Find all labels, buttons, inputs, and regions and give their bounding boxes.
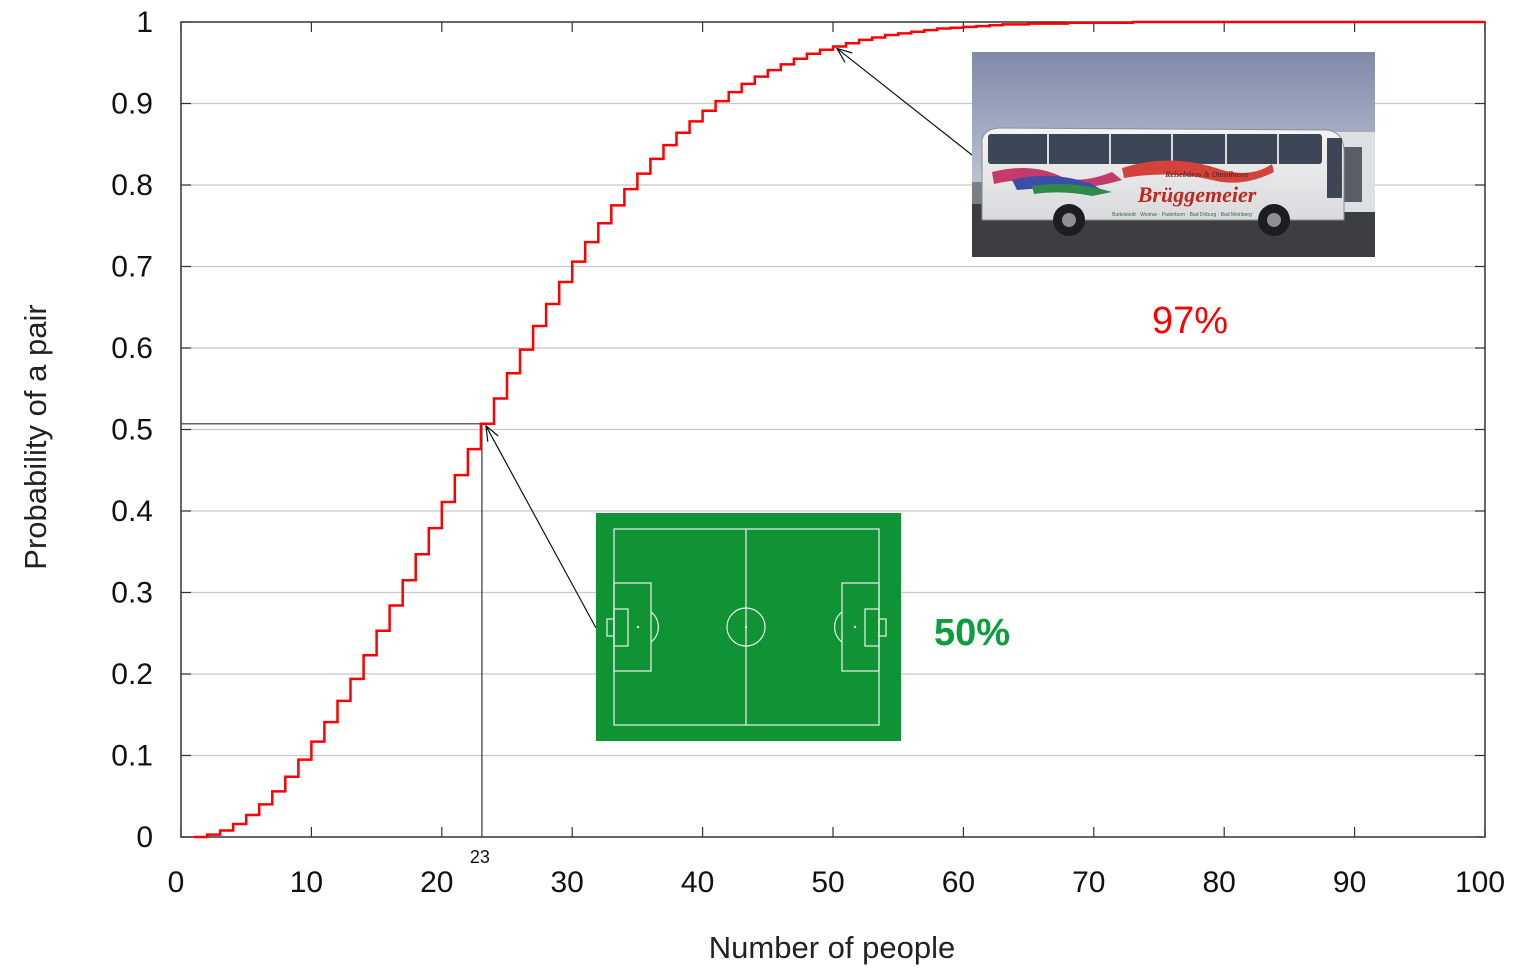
x-tick-label: 80 <box>1203 866 1236 899</box>
x-tick-label: 30 <box>551 866 584 899</box>
x-tick-label: 50 <box>811 866 844 899</box>
y-tick-label: 0.1 <box>111 740 153 773</box>
y-tick-label: 0.4 <box>111 495 153 528</box>
y-axis-title: Probability of a pair <box>18 304 53 569</box>
probability-step-curve <box>194 20 1485 839</box>
annotation-arrows <box>485 47 973 629</box>
x-tick-label: 20 <box>420 866 453 899</box>
x-tick-label: 10 <box>290 866 323 899</box>
marker-guides <box>181 423 483 837</box>
x-tick-label: 70 <box>1072 866 1105 899</box>
y-tick-label: 0.6 <box>111 332 153 365</box>
annotation-label-50-percent: 50% <box>934 612 1010 654</box>
y-tick-label: 0.7 <box>111 251 153 284</box>
y-tick-label: 1 <box>136 6 153 39</box>
bus-photo-image: Brüggemeier Reisebüros & Omnibusse Butte… <box>972 52 1375 257</box>
x-tick-label: 0 <box>168 866 185 899</box>
bus-brand-bottom: Buttelstedt · Weimar · Paderborn · Bad D… <box>1112 212 1252 218</box>
annotation-label-97-percent: 97% <box>1152 300 1228 342</box>
bus-brand-name: Brüggemeier <box>1137 182 1257 207</box>
bus-brand-top: Reisebüros & Omnibusse <box>1164 170 1249 179</box>
x-axis-title: Number of people <box>709 930 955 965</box>
x-marker-label-23: 23 <box>470 847 490 867</box>
football-pitch-image <box>596 513 901 741</box>
y-tick-labels: 0 0.1 0.2 0.3 0.4 0.5 0.6 0.7 0.8 0.9 1 <box>111 6 153 854</box>
x-tick-label: 100 <box>1455 866 1505 899</box>
plot-frame <box>180 21 1486 838</box>
gridlines <box>181 102 1485 757</box>
x-tick-label: 60 <box>942 866 975 899</box>
y-tick-label: 0.9 <box>111 88 153 121</box>
y-tick-label: 0 <box>136 821 153 854</box>
y-tick-label: 0.2 <box>111 658 153 691</box>
y-tick-label: 0.8 <box>111 169 153 202</box>
y-tick-label: 0.3 <box>111 577 153 610</box>
arrow-to-23 <box>485 425 597 629</box>
plot-border <box>180 21 1486 838</box>
x-tick-label: 40 <box>681 866 714 899</box>
x-tick-label: 90 <box>1333 866 1366 899</box>
y-tick-label: 0.5 <box>111 414 153 447</box>
x-tick-labels: 0 10 20 30 40 50 60 70 80 90 100 <box>168 866 1505 899</box>
arrow-to-23-head <box>485 424 499 442</box>
arrow-to-50 <box>836 47 973 156</box>
arrow-to-50-head <box>835 47 853 63</box>
